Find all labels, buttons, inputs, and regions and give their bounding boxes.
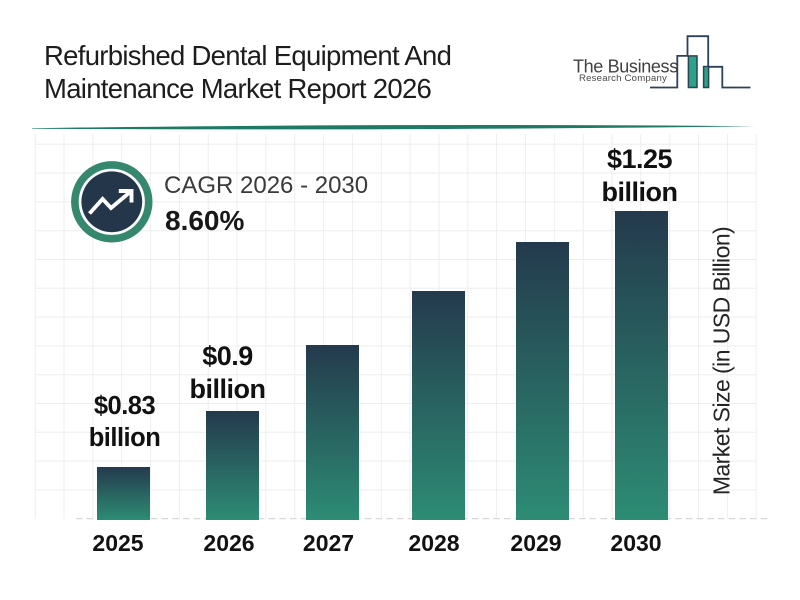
svg-text:Research Company: Research Company — [579, 73, 667, 84]
svg-text:The Business: The Business — [573, 57, 678, 77]
